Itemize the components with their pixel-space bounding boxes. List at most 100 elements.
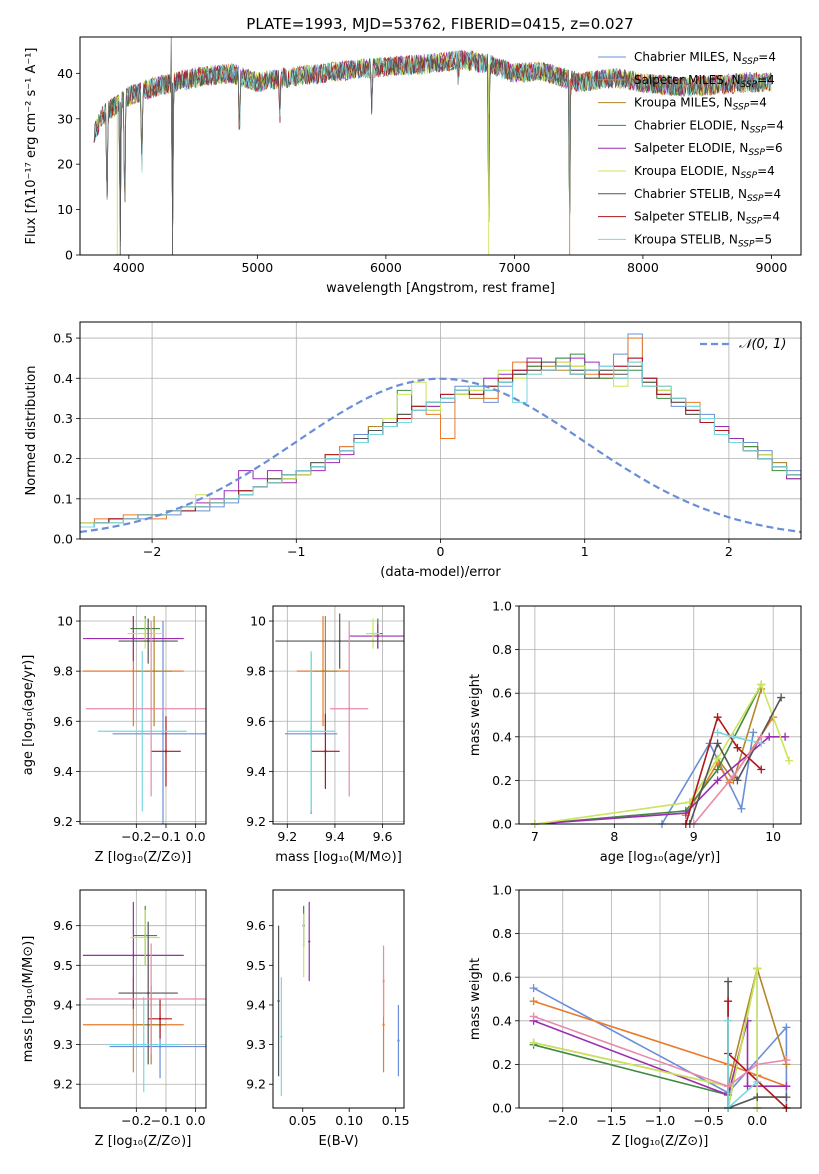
- weight-marker: [765, 732, 774, 741]
- y-tick-label: 0.0: [492, 817, 512, 832]
- x-axis-label: wavelength [Angstrom, rest frame]: [326, 281, 555, 296]
- weight-marker: [743, 1082, 752, 1091]
- axes-frame: [79, 889, 207, 1109]
- y-tick-label: 0.0: [53, 532, 73, 547]
- legend-label-sub: SSP: [741, 171, 758, 181]
- data-point: [338, 639, 341, 643]
- x-tick-label: 9.2: [277, 829, 297, 844]
- legend-label-rest: =6: [765, 141, 783, 155]
- y-tick-label: 10: [57, 614, 73, 629]
- weight-marker: [753, 1060, 762, 1069]
- x-tick-label: 9000: [756, 260, 788, 275]
- x-tick-label: −0.1: [151, 1113, 181, 1128]
- data-point: [277, 999, 280, 1003]
- x-tick-label: 6000: [370, 260, 402, 275]
- legend-label-sub: SSP: [748, 148, 765, 158]
- y-tick-label: 1.0: [492, 883, 512, 898]
- x-tick-label: 8: [610, 829, 618, 844]
- data-point: [371, 632, 375, 635]
- y-tick-label: 9.2: [246, 814, 266, 829]
- y-tick-label: 9.5: [53, 958, 73, 973]
- axes-frame: [79, 605, 207, 825]
- y-tick-label: 9.8: [246, 664, 266, 679]
- x-tick-label: −1.5: [596, 1113, 626, 1128]
- age-vs-mass-panel: 9.2 9.4 9.6 9.2 9.4 9.6 9.8 10 mass [log₁₀(M/M⊙)…: [246, 605, 405, 865]
- y-axis-label: mass weight: [468, 958, 483, 1040]
- x-axis-label: E(B-V): [318, 1134, 358, 1149]
- weight-marker: [777, 693, 786, 702]
- weight-marker: [529, 1038, 538, 1047]
- x-tick-label: 9.6: [373, 829, 393, 844]
- x-tick-label: 1: [581, 544, 589, 559]
- y-tick-label: 40: [57, 66, 73, 81]
- data-point: [308, 940, 311, 943]
- spectrum-panel: 4000 5000 6000 7000 8000 9000 0 10 20 30 40 wavelen…: [24, 36, 802, 296]
- data-point: [324, 750, 327, 753]
- x-tick-label: 2: [725, 544, 733, 559]
- data-point: [132, 637, 135, 640]
- x-tick-label: 9.4: [325, 829, 345, 844]
- histogram-series-4: [80, 357, 801, 528]
- weight-line-8: [727, 1020, 758, 1108]
- y-tick-label: 20: [57, 157, 73, 172]
- data-point: [146, 991, 150, 995]
- y-tick-label: 10: [57, 202, 73, 217]
- legend-label: Salpeter MILES, NSSP=4: [634, 73, 775, 90]
- weight-marker: [782, 1082, 791, 1091]
- x-tick-label: 0.15: [382, 1113, 410, 1128]
- weight-line-1: [533, 1000, 787, 1087]
- weight-marker: [729, 772, 738, 781]
- x-tick-label: −1.0: [645, 1113, 675, 1128]
- weight-marker: [713, 728, 722, 737]
- y-tick-label: 0.4: [492, 1013, 512, 1028]
- data-point: [146, 639, 150, 643]
- weight-line-3: [534, 684, 763, 824]
- y-tick-label: 0.8: [492, 926, 512, 941]
- weight-marker: [757, 732, 766, 741]
- weight-marker: [757, 680, 766, 689]
- y-tick-label: 10: [250, 614, 266, 629]
- x-tick-label: −0.5: [693, 1113, 723, 1128]
- weight-line-8: [717, 731, 762, 745]
- data-point: [141, 730, 144, 733]
- legend-label-sub: SSP: [747, 194, 764, 204]
- weight-marker: [733, 743, 742, 752]
- y-tick-label: 9.6: [246, 918, 266, 933]
- data-point: [302, 944, 305, 947]
- legend-label-rest: =4: [758, 50, 776, 64]
- legend-label: Salpeter STELIB, NSSP=4: [634, 210, 780, 227]
- histogram-series-2: [80, 361, 801, 528]
- data-point: [144, 632, 147, 635]
- data-point: [164, 750, 168, 753]
- legend-label: Chabrier ELODIE, NSSP=4: [634, 118, 784, 135]
- data-point: [142, 1043, 145, 1046]
- weight-marker: [753, 1077, 762, 1086]
- axes-frame: [272, 889, 405, 1109]
- legend-label: Salpeter ELODIE, NSSP=6: [634, 141, 783, 158]
- x-axis-label: Z [log₁₀(Z/Z⊙)]: [95, 1134, 192, 1149]
- data-point: [152, 669, 156, 673]
- data-point: [309, 730, 313, 733]
- weight-marker: [733, 776, 742, 785]
- histogram-series-3: [80, 353, 801, 528]
- axes-frame: [79, 36, 802, 256]
- x-tick-label: 4000: [113, 260, 145, 275]
- axes-frame: [79, 321, 802, 540]
- y-tick-label: 9.4: [53, 764, 73, 779]
- y-tick-label: 0.4: [492, 729, 512, 744]
- x-axis-label: age [log₁₀(age/yr)]: [600, 850, 721, 865]
- x-tick-label: 0.0: [186, 1113, 206, 1128]
- x-tick-label: 0.0: [186, 829, 206, 844]
- legend-label-rest: =4: [764, 187, 782, 201]
- y-tick-label: 0.3: [53, 411, 73, 426]
- legend-label-rest: =4: [766, 118, 784, 132]
- x-tick-label: −0.2: [121, 1113, 151, 1128]
- y-tick-label: 0.5: [53, 331, 73, 346]
- mass-vs-metallicity-panel: −0.2 −0.1 0.0 9.2 9.3 9.4 9.5 9.6 Z [log₁₀(Z/Z⊙)…: [21, 889, 207, 1149]
- data-point: [158, 1045, 162, 1048]
- y-tick-label: 9.6: [246, 714, 266, 729]
- y-tick-label: 9.2: [53, 1077, 73, 1092]
- data-point: [132, 954, 135, 957]
- weight-marker: [713, 776, 722, 785]
- weight-line-5: [533, 968, 759, 1108]
